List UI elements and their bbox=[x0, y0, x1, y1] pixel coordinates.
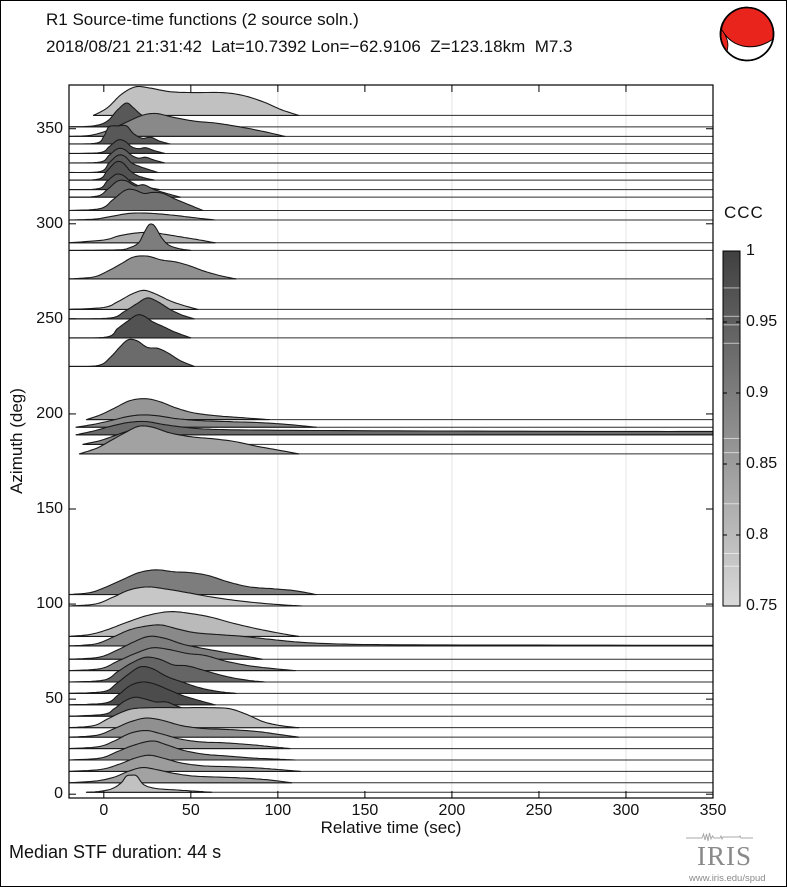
stf-trace bbox=[69, 297, 195, 320]
stf-trace bbox=[69, 635, 263, 660]
stf-trace bbox=[92, 85, 300, 116]
stf-trace bbox=[69, 212, 216, 221]
x-tick-label: 200 bbox=[438, 802, 466, 819]
stf-trace bbox=[69, 681, 216, 706]
x-tick-label: 50 bbox=[181, 802, 200, 819]
stf-trace bbox=[69, 754, 302, 772]
iris-url: www.iris.edu/spud bbox=[689, 873, 766, 884]
colorbar-tick-label: 1 bbox=[746, 242, 755, 259]
median-stf-duration: Median STF duration: 44 s bbox=[9, 842, 222, 862]
x-tick-label: 0 bbox=[99, 802, 109, 819]
stf-trace bbox=[69, 647, 296, 672]
y-tick-label: 100 bbox=[36, 595, 63, 613]
stf-trace bbox=[69, 139, 166, 154]
stf-trace bbox=[85, 398, 270, 421]
colorbar-tick-label: 0.85 bbox=[746, 455, 778, 472]
stf-trace bbox=[69, 289, 199, 310]
y-tick-label: 200 bbox=[36, 404, 63, 422]
stf-traces bbox=[69, 85, 713, 793]
stf-trace bbox=[69, 124, 171, 145]
stf-trace bbox=[69, 160, 155, 181]
colorbar-tick-label: 0.9 bbox=[746, 384, 769, 401]
stf-trace bbox=[69, 729, 291, 750]
stf-trace bbox=[69, 569, 317, 596]
stf-trace bbox=[69, 611, 300, 637]
figure-subtitle: 2018/08/21 21:31:42 Lat=10.7392 Lon=−62.… bbox=[46, 37, 573, 56]
stf-trace bbox=[69, 707, 300, 729]
stf-trace bbox=[69, 255, 237, 280]
y-tick-label: 150 bbox=[36, 499, 63, 517]
y-tick-label: 250 bbox=[36, 309, 63, 327]
grid-lines bbox=[277, 85, 627, 798]
iris-logo: IRIS bbox=[697, 841, 753, 871]
x-tick-label: 100 bbox=[264, 802, 292, 819]
colorbar-title: CCC bbox=[724, 203, 764, 222]
colorbar bbox=[722, 250, 741, 607]
stf-trace bbox=[75, 420, 713, 436]
x-axis-label: Relative time (sec) bbox=[320, 818, 462, 837]
stf-trace bbox=[69, 223, 192, 251]
beachball-icon bbox=[719, 6, 775, 62]
colorbar-tick-label: 0.8 bbox=[746, 526, 769, 543]
stf-trace bbox=[69, 188, 204, 212]
stf-trace bbox=[69, 665, 237, 694]
stf-trace bbox=[69, 740, 296, 761]
stf-trace bbox=[69, 338, 195, 367]
stf-trace bbox=[69, 624, 713, 647]
plot-frame bbox=[68, 84, 714, 799]
seismogram-icon bbox=[686, 832, 753, 842]
y-tick-label: 300 bbox=[36, 214, 63, 232]
colorbar-tick-label: 0.95 bbox=[746, 313, 778, 330]
x-tick-label: 250 bbox=[525, 802, 553, 819]
y-tick-label: 0 bbox=[54, 785, 63, 803]
x-tick-label: 150 bbox=[351, 802, 379, 819]
y-tick-label: 350 bbox=[36, 119, 63, 137]
stf-trace bbox=[78, 425, 300, 455]
figure-title: R1 Source-time functions (2 source soln.… bbox=[46, 10, 359, 29]
stf-trace bbox=[69, 586, 303, 607]
x-tick-label: 300 bbox=[612, 802, 640, 819]
stf-trace bbox=[69, 656, 267, 683]
x-tick-label: 350 bbox=[699, 802, 727, 819]
colorbar-tick-label: 0.75 bbox=[746, 597, 778, 614]
y-tick-label: 50 bbox=[45, 690, 63, 708]
stf-trace bbox=[69, 314, 192, 339]
stf-trace bbox=[69, 717, 300, 738]
stf-trace bbox=[85, 774, 213, 793]
